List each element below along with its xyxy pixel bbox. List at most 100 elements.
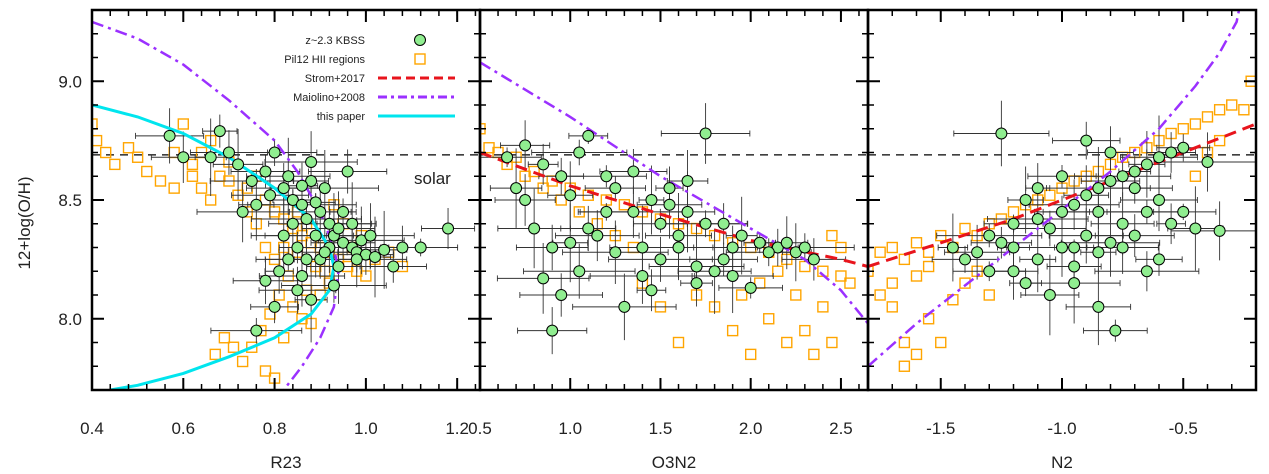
- hii-region-marker: [763, 313, 775, 325]
- x-tick-label: 0.4: [80, 419, 104, 438]
- kbss-galaxy-marker: [717, 253, 730, 266]
- hii-region-marker: [1238, 104, 1250, 116]
- kbss-galaxy-marker: [387, 260, 400, 273]
- kbss-galaxy-marker: [600, 205, 613, 218]
- hii-region-marker: [141, 165, 153, 178]
- kbss-galaxy-marker: [1140, 158, 1153, 171]
- kbss-galaxy-marker: [645, 194, 658, 206]
- hii-region-marker: [886, 241, 898, 254]
- kbss-galaxy-marker: [681, 175, 694, 187]
- x-tick-label: -1.0: [1047, 419, 1076, 438]
- kbss-galaxy-marker: [717, 217, 730, 230]
- kbss-galaxy-marker: [995, 236, 1008, 249]
- hii-region-marker: [209, 348, 221, 361]
- maiolino-relation-line: [480, 61, 868, 325]
- kbss-galaxy-marker: [959, 253, 971, 266]
- hii-region-marker: [1177, 123, 1189, 135]
- x-tick-label: 1.5: [649, 419, 673, 438]
- kbss-galaxy-marker: [295, 198, 308, 211]
- kbss-galaxy-marker: [1031, 182, 1044, 195]
- kbss-galaxy-marker: [798, 241, 811, 254]
- kbss-galaxy-marker: [1177, 205, 1190, 218]
- hii-region-marker: [236, 355, 249, 368]
- hii-region-marker: [1189, 118, 1202, 130]
- kbss-galaxy-marker: [222, 146, 235, 159]
- kbss-galaxy-marker: [546, 324, 559, 337]
- solar-annotation: solar: [414, 169, 451, 188]
- kbss-galaxy-marker: [1213, 224, 1226, 237]
- kbss-galaxy-marker: [1109, 324, 1122, 337]
- hii-region-marker: [844, 277, 856, 289]
- kbss-galaxy-marker: [1128, 165, 1141, 178]
- kbss-galaxy-marker: [1140, 205, 1153, 218]
- kbss-galaxy-marker: [1019, 194, 1032, 206]
- y-axis-label: 12+log(O/H): [15, 176, 34, 269]
- hii-region-marker: [910, 270, 923, 282]
- kbss-galaxy-marker: [519, 194, 532, 206]
- legend-label: Maiolino+2008: [293, 92, 365, 104]
- hii-region-marker: [154, 175, 167, 187]
- kbss-galaxy-marker: [555, 170, 568, 183]
- kbss-galaxy-marker: [645, 284, 658, 297]
- kbss-galaxy-marker: [1104, 146, 1117, 159]
- x-tick-label: 1.0: [558, 419, 582, 438]
- kbss-galaxy-marker: [762, 246, 775, 259]
- kbss-galaxy-marker: [341, 165, 354, 178]
- y-tick-label: 8.0: [58, 310, 82, 329]
- kbss-galaxy-marker: [735, 229, 748, 242]
- kbss-galaxy-marker: [1189, 222, 1202, 235]
- kbss-galaxy-marker: [1165, 217, 1178, 230]
- kbss-galaxy-marker: [204, 151, 217, 164]
- x-tick-label: 1.2: [445, 419, 469, 438]
- hii-region-marker: [122, 142, 135, 154]
- kbss-galaxy-marker: [1080, 134, 1093, 147]
- kbss-galaxy-marker: [609, 246, 622, 259]
- kbss-galaxy-marker: [1116, 217, 1129, 230]
- x-axis-label: O3N2: [652, 453, 696, 472]
- kbss-galaxy-marker: [672, 229, 685, 242]
- kbss-galaxy-marker: [286, 217, 299, 230]
- kbss-galaxy-marker: [295, 179, 308, 192]
- kbss-galaxy-marker: [250, 324, 263, 337]
- kbss-galaxy-marker: [1043, 289, 1056, 301]
- kbss-galaxy-marker: [1080, 229, 1093, 242]
- hii-region-marker: [1201, 111, 1214, 123]
- maiolino-relation-line: [868, 10, 1241, 368]
- kbss-galaxy-marker: [699, 127, 712, 140]
- kbss-galaxy-marker: [663, 198, 676, 211]
- hii-region-marker: [922, 260, 935, 273]
- hii-region-marker: [935, 336, 947, 349]
- kbss-galaxy-marker: [277, 182, 290, 195]
- hii-region-marker: [826, 229, 838, 242]
- kbss-galaxy-marker: [318, 246, 331, 259]
- kbss-galaxy-marker: [627, 205, 640, 218]
- hii-region-marker: [726, 324, 739, 337]
- kbss-galaxy-marker: [300, 253, 313, 266]
- kbss-galaxy-marker: [291, 241, 304, 254]
- hii-region-marker: [1044, 189, 1056, 201]
- kbss-galaxy-marker: [591, 229, 604, 242]
- kbss-galaxy-marker: [690, 277, 703, 290]
- kbss-galaxy-marker: [332, 260, 345, 273]
- kbss-galaxy-marker: [573, 265, 586, 278]
- kbss-galaxy-marker: [690, 260, 703, 273]
- kbss-galaxy-marker: [1092, 182, 1105, 195]
- kbss-galaxy-marker: [1128, 229, 1141, 242]
- kbss-galaxy-marker: [213, 125, 226, 138]
- kbss-galaxy-marker: [573, 146, 586, 159]
- kbss-galaxy-marker: [295, 270, 308, 282]
- kbss-galaxy-marker: [332, 222, 345, 235]
- hii-region-marker: [983, 289, 995, 301]
- kbss-galaxy-marker: [995, 127, 1008, 140]
- hii-region-marker: [672, 336, 685, 349]
- kbss-galaxy-marker: [232, 158, 245, 171]
- kbss-galaxy-marker: [582, 129, 595, 142]
- kbss-galaxy-marker: [564, 236, 577, 249]
- x-tick-label: -0.5: [1169, 419, 1198, 438]
- hii-region-marker: [898, 360, 911, 372]
- kbss-galaxy-marker: [681, 205, 694, 218]
- x-tick-label: 2.0: [739, 419, 763, 438]
- kbss-galaxy-marker: [1153, 253, 1165, 266]
- kbss-galaxy-marker: [346, 217, 359, 230]
